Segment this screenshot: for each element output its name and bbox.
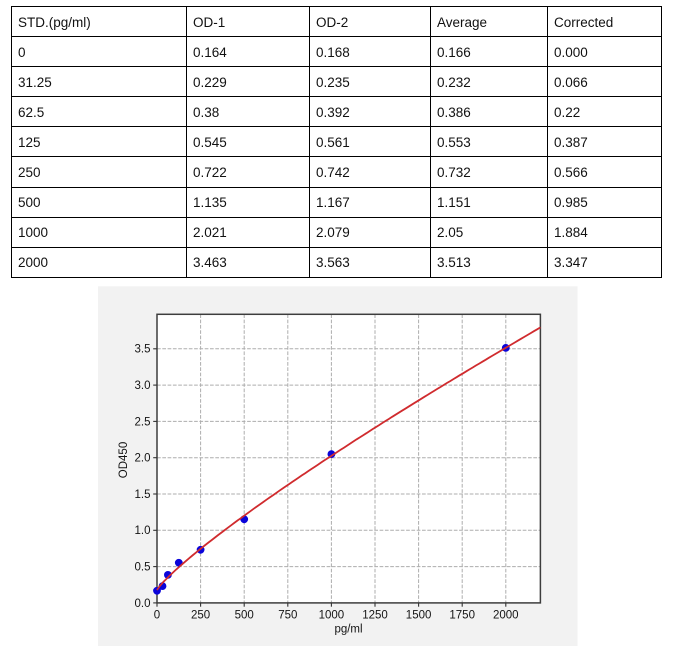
svg-text:1.5: 1.5 — [135, 489, 151, 501]
svg-text:1.0: 1.0 — [135, 525, 151, 537]
svg-text:2000: 2000 — [493, 610, 519, 622]
svg-text:750: 750 — [278, 610, 297, 622]
svg-text:0.5: 0.5 — [135, 562, 151, 574]
svg-text:500: 500 — [235, 610, 254, 622]
svg-text:0.0: 0.0 — [135, 598, 151, 610]
svg-text:1000: 1000 — [319, 610, 345, 622]
svg-text:2.0: 2.0 — [135, 453, 151, 465]
svg-text:250: 250 — [191, 610, 210, 622]
svg-text:2.5: 2.5 — [135, 416, 151, 428]
svg-text:0: 0 — [154, 610, 160, 622]
svg-text:pg/ml: pg/ml — [334, 624, 362, 636]
svg-text:3.5: 3.5 — [135, 344, 151, 356]
svg-text:3.0: 3.0 — [135, 380, 151, 392]
svg-text:1250: 1250 — [362, 610, 388, 622]
svg-text:OD450: OD450 — [118, 442, 130, 478]
svg-text:1750: 1750 — [449, 610, 475, 622]
svg-text:1500: 1500 — [406, 610, 432, 622]
